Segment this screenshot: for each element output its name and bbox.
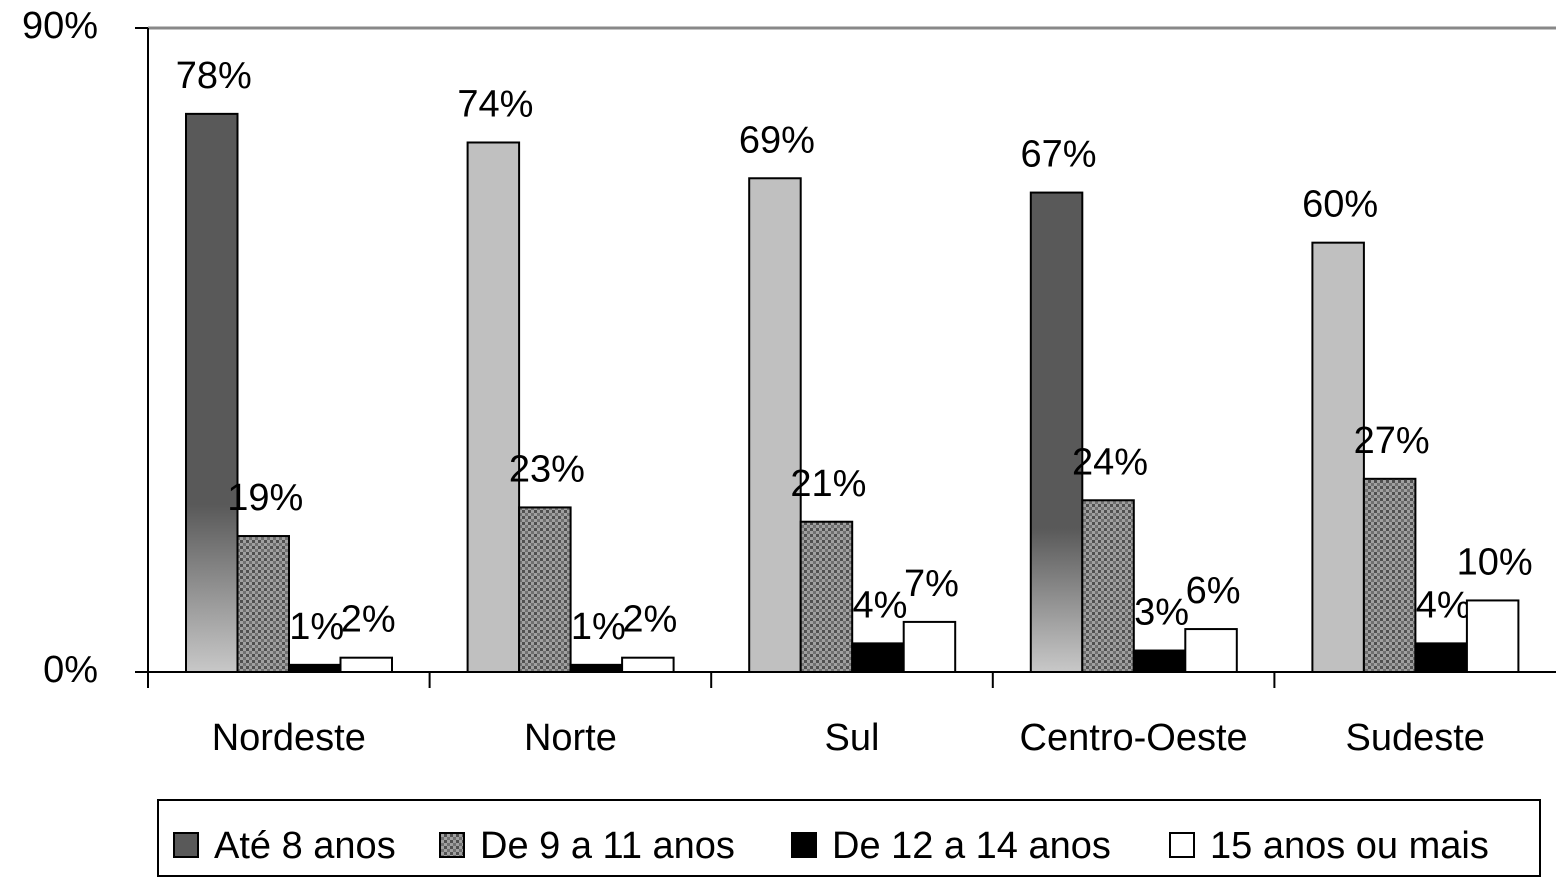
bar [1184, 628, 1238, 673]
bar [1132, 649, 1187, 673]
data-label: 10% [1457, 541, 1533, 583]
x-tick-label: Nordeste [212, 717, 366, 759]
legend-marker [1169, 832, 1195, 858]
bar [1311, 241, 1365, 674]
x-tick-label: Norte [524, 717, 617, 759]
data-label: 60% [1302, 184, 1378, 226]
bar [902, 620, 957, 674]
x-tick-label: Sudeste [1345, 717, 1484, 759]
data-label: 2% [622, 599, 677, 641]
data-label: 1% [571, 606, 626, 648]
legend-box [157, 799, 1541, 877]
data-label: 27% [1354, 420, 1430, 462]
legend-label: 15 anos ou mais [1210, 825, 1489, 867]
bar [236, 535, 290, 673]
data-label: 7% [904, 563, 959, 605]
bar [1362, 477, 1417, 673]
bar [799, 520, 854, 673]
bar [185, 112, 239, 674]
legend-marker [439, 832, 465, 858]
legend-label: De 12 a 14 anos [832, 825, 1111, 867]
data-label: 74% [457, 84, 533, 126]
bar [748, 177, 802, 673]
y-tick-label: 0% [43, 649, 98, 691]
data-label: 21% [790, 463, 866, 505]
data-label: 4% [1416, 584, 1471, 626]
data-label: 24% [1072, 441, 1148, 483]
bar [339, 656, 393, 674]
data-label: 23% [509, 448, 585, 490]
data-label: 1% [289, 606, 344, 648]
bar [1081, 499, 1135, 673]
legend-label: Até 8 anos [214, 825, 396, 867]
bar [288, 663, 342, 673]
y-tick-label: 90% [22, 5, 98, 47]
data-label: 69% [739, 119, 815, 161]
bar [569, 663, 624, 673]
bar [518, 506, 572, 673]
bar [621, 656, 675, 674]
bar [1465, 599, 1520, 674]
bar [466, 141, 521, 673]
legend-marker [791, 832, 817, 858]
data-label: 67% [1021, 134, 1097, 176]
data-label: 3% [1134, 592, 1189, 634]
data-label: 4% [852, 584, 907, 626]
bar [1029, 191, 1084, 673]
bar [1414, 642, 1468, 674]
data-label: 19% [227, 477, 303, 519]
legend-label: De 9 a 11 anos [480, 825, 735, 867]
x-tick-label: Centro-Oeste [1020, 717, 1248, 759]
bar [851, 642, 905, 674]
data-label: 2% [341, 599, 396, 641]
data-label: 78% [176, 55, 252, 97]
legend-marker [173, 832, 199, 858]
x-tick-label: Sul [825, 717, 880, 759]
data-label: 6% [1186, 570, 1241, 612]
